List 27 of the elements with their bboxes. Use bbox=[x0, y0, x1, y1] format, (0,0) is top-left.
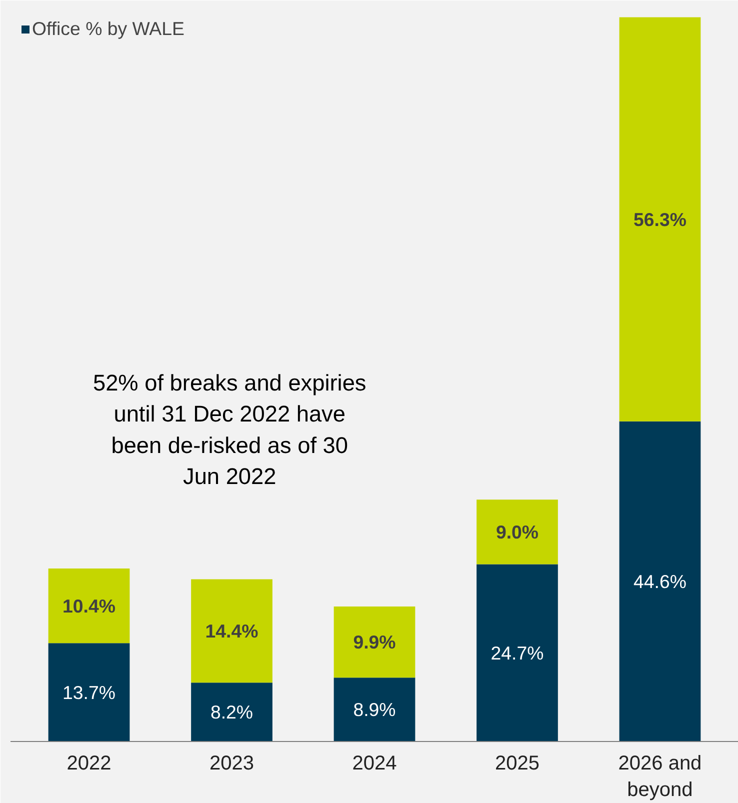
data-label: 56.3% bbox=[634, 208, 687, 230]
data-label: 9.0% bbox=[496, 521, 539, 542]
data-label: 8.2% bbox=[210, 702, 254, 723]
data-label: 24.7% bbox=[490, 642, 544, 664]
bar bbox=[476, 564, 558, 742]
bar bbox=[619, 17, 701, 422]
bar bbox=[48, 568, 130, 644]
bar bbox=[48, 643, 130, 742]
bar bbox=[191, 579, 272, 683]
x-tick-label: 2025 bbox=[495, 752, 540, 774]
x-tick-label: 2024 bbox=[352, 752, 397, 774]
x-tick-label: 2023 bbox=[210, 752, 254, 774]
data-label: 9.9% bbox=[353, 632, 396, 653]
data-label: 14.4% bbox=[205, 620, 259, 642]
bar bbox=[619, 421, 701, 742]
x-tick-label: 2022 bbox=[66, 752, 112, 774]
data-label: 8.9% bbox=[353, 699, 396, 720]
data-label: 10.4% bbox=[62, 595, 116, 616]
bar bbox=[334, 606, 416, 678]
bar bbox=[191, 682, 272, 742]
x-tick-label: 2026 and beyond bbox=[618, 752, 702, 801]
bar bbox=[476, 500, 558, 564]
bar bbox=[334, 678, 416, 742]
data-label: 13.7% bbox=[62, 682, 116, 703]
annotation: 52% of breaks and expiries until 31 Dec 2022 have been de-risked as of 30 Jun 2022 bbox=[92, 369, 366, 490]
data-label: 44.6% bbox=[634, 570, 686, 592]
legend-label: Office % by WALE bbox=[32, 18, 184, 40]
